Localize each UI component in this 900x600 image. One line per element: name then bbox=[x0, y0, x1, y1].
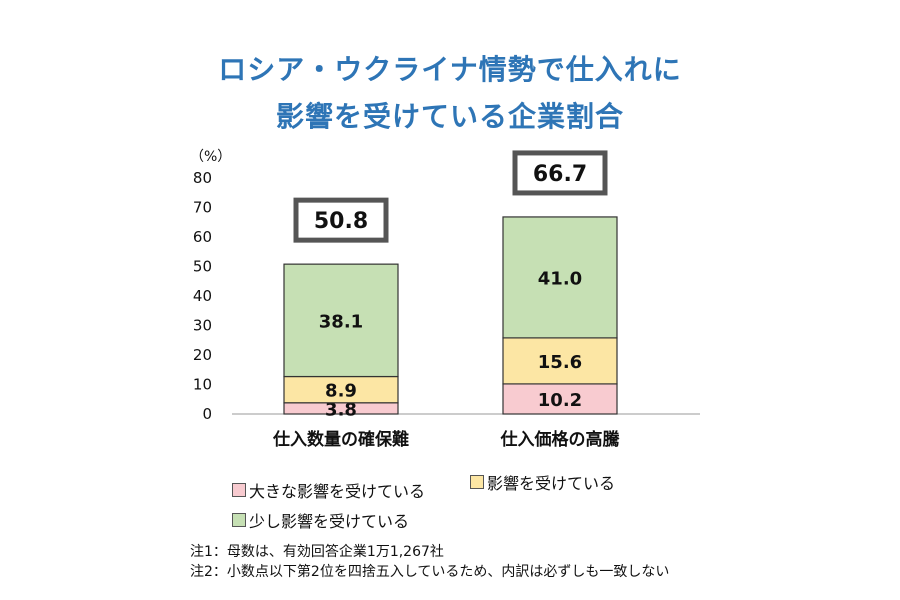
data-label: 3.8 bbox=[325, 399, 357, 420]
bar-segment-2-1 bbox=[502, 383, 618, 415]
total-label: 50.8 bbox=[314, 209, 368, 234]
y-tick-label: 70 bbox=[193, 199, 212, 217]
legend-swatch-small-impact bbox=[232, 513, 246, 527]
y-tick-label: 0 bbox=[202, 405, 212, 423]
data-label: 15.6 bbox=[538, 352, 582, 373]
data-label: 38.1 bbox=[319, 311, 363, 332]
legend-label-large-impact: 大きな影響を受けている bbox=[249, 482, 426, 501]
chart-title-line1: ロシア・ウクライナ情勢で仕入れに bbox=[218, 53, 682, 86]
legend-label-impact: 影響を受けている bbox=[487, 474, 616, 493]
footnote-1: 注1：母数は、有効回答企業1万1,267社 bbox=[190, 544, 444, 560]
total-box bbox=[512, 150, 608, 196]
legend-item-small-impact: 少し影響を受けている bbox=[232, 508, 409, 532]
bar-segment-1-3 bbox=[283, 263, 399, 378]
y-tick-label: 20 bbox=[193, 346, 212, 364]
data-label: 10.2 bbox=[538, 390, 582, 411]
y-axis-unit-label: （%） bbox=[190, 149, 231, 165]
total-label: 66.7 bbox=[533, 162, 587, 187]
data-label: 41.0 bbox=[538, 268, 582, 289]
bar-segment-2-3 bbox=[502, 216, 618, 339]
category-label: 仕入価格の高騰 bbox=[500, 429, 621, 450]
y-tick-label: 40 bbox=[193, 287, 212, 305]
y-tick-label: 50 bbox=[193, 258, 212, 276]
footnote-2: 注2：小数点以下第2位を四捨五入しているため、内訳は必ずしも一致しない bbox=[190, 564, 670, 580]
y-tick-label: 60 bbox=[193, 228, 212, 246]
legend-item-large-impact: 大きな影響を受けている bbox=[232, 478, 425, 502]
y-tick-label: 10 bbox=[193, 376, 212, 394]
data-label: 8.9 bbox=[325, 381, 357, 402]
y-tick-label: 80 bbox=[193, 169, 212, 187]
legend-label-small-impact: 少し影響を受けている bbox=[249, 512, 410, 531]
category-label: 仕入数量の確保難 bbox=[272, 429, 409, 450]
legend-swatch-impact bbox=[470, 475, 484, 489]
total-box bbox=[293, 197, 389, 243]
bar-segment-1-2 bbox=[283, 375, 399, 404]
legend-swatch-large-impact bbox=[232, 483, 246, 497]
legend-item-impact: 影響を受けている bbox=[470, 470, 615, 494]
chart-title-line2: 影響を受けている企業割合 bbox=[275, 100, 624, 133]
bar-segment-2-2 bbox=[502, 337, 618, 385]
y-tick-label: 30 bbox=[193, 317, 212, 335]
